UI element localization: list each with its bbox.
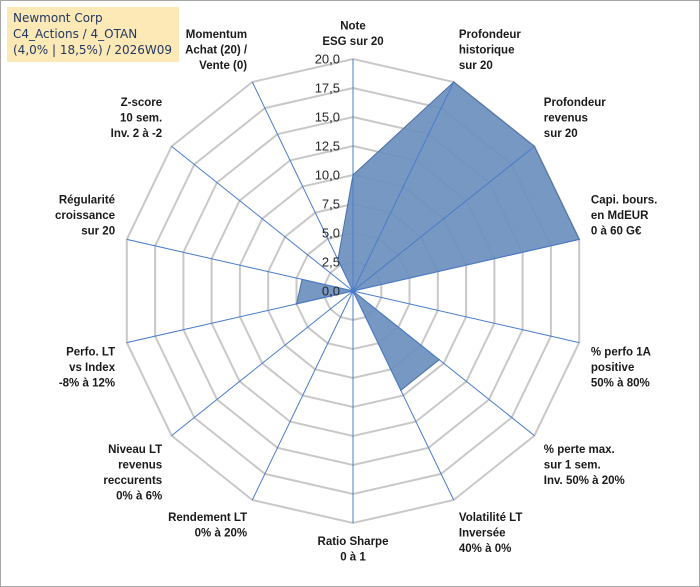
tick-label: 15,0 [315, 110, 340, 125]
axis-label-line: Capi. bours. [591, 195, 657, 207]
axis-label-line: Profondeur [544, 97, 606, 109]
axis-label-line: Achat (20) / [185, 45, 248, 57]
axis-label-line: sur 20 [81, 226, 115, 238]
axis-label-line: 0 à 1 [340, 552, 366, 564]
axis-labels: Note ESG sur 20 Profondeur historique sur 20… [55, 21, 657, 564]
axis-label: Profondeur revenus sur 20 [544, 97, 606, 140]
axis-spoke [352, 146, 535, 292]
tick-label: 7,5 [322, 197, 340, 212]
axis-label: Perfo. LT vs Index -8% à 12% [59, 346, 116, 389]
tick-label: 20,0 [315, 52, 340, 67]
axis-label: Niveau LT revenus reccurents 0% à 6% [103, 444, 162, 503]
axis-spoke [352, 81, 455, 292]
axis-label: Profondeur historique sur 20 [459, 29, 521, 72]
portfolio-name: C4_Actions / 4_OTAN [13, 27, 138, 41]
axis-label: % perte max. sur 1 sem. Inv. 50% à 20% [544, 444, 625, 487]
axis-label-line: -8% à 12% [59, 377, 115, 389]
axis-label-line: vs Index [69, 362, 116, 374]
axis-label-line: Rendement LT [168, 512, 247, 524]
axis-label-line: Profondeur [459, 29, 521, 41]
axis-label: % perfo 1A positive 50% à 80% [591, 346, 651, 389]
axis-label-line: revenus [544, 112, 588, 124]
axis-label-line: Inversée [459, 527, 506, 539]
axis-label: Volatilité LT Inversée 40% à 0% [459, 512, 522, 555]
axis-label-line: reccurents [103, 475, 162, 487]
axis-label-line: Note [340, 21, 366, 33]
axis-label-line: revenus [118, 460, 162, 472]
axis-label: Capi. bours. en MdEUR 0 à 60 G€ [591, 195, 657, 238]
axis-label-line: en MdEUR [591, 210, 649, 222]
axis-label-line: Momentum [186, 29, 247, 41]
axis-label-line: Volatilité LT [459, 512, 522, 524]
axis-label-line: Niveau LT [108, 444, 162, 456]
axis-label-line: ESG sur 20 [322, 36, 383, 48]
axis-label: Momentum Achat (20) / Vente (0) [185, 29, 248, 72]
spokes [126, 59, 580, 523]
tick-label: 0,0 [322, 284, 340, 299]
axis-spoke [171, 146, 354, 292]
axis-label: Ratio Sharpe 0 à 1 [318, 536, 389, 564]
axis-label-line: sur 20 [459, 60, 493, 72]
axis-label-line: % perfo 1A [591, 346, 651, 358]
axis-label-line: Vente (0) [199, 60, 247, 72]
axis-label-line: 10 sem. [120, 112, 162, 124]
axis-label: Note ESG sur 20 [322, 21, 383, 49]
axis-spoke [126, 290, 354, 344]
axis-label-line: 50% à 80% [591, 377, 650, 389]
tick-label: 2,5 [322, 255, 340, 270]
axis-label-line: positive [591, 362, 634, 374]
axis-label-line: sur 1 sem. [544, 460, 601, 472]
axis-label-line: % perte max. [544, 444, 615, 456]
axis-spoke [352, 238, 580, 292]
axis-spoke [126, 238, 354, 292]
tick-label: 17,5 [315, 81, 340, 96]
axis-label: Rendement LT 0% à 20% [168, 512, 247, 540]
axis-label-line: historique [459, 45, 515, 57]
axis-label-line: Inv. 50% à 20% [544, 475, 625, 487]
tick-label: 5,0 [322, 226, 340, 241]
axis-spoke [352, 290, 580, 344]
axis-spoke [352, 290, 455, 501]
tick-labels: 0,0 2,5 5,0 7,5 10,0 12,5 15,0 17,5 20,0 [315, 52, 340, 299]
axis-label-line: Z-score [121, 97, 163, 109]
axis-label-line: Régularité [59, 195, 115, 207]
axis-spoke [171, 290, 354, 436]
axis-label-line: 40% à 0% [459, 543, 511, 555]
axis-label: Z-score 10 sem. Inv. 2 à -2 [111, 97, 163, 140]
axis-label-line: sur 20 [544, 128, 578, 140]
axis-label-line: Ratio Sharpe [318, 536, 389, 548]
performance-stats: (4,0% | 18,5%) / 2026W09 [13, 43, 172, 57]
tick-label: 10,0 [315, 168, 340, 183]
company-name: Newmont Corp [13, 11, 103, 25]
tick-label: 12,5 [315, 139, 340, 154]
axis-spoke [251, 81, 354, 292]
axis-spoke [251, 290, 354, 501]
axis-spoke [352, 290, 535, 436]
axis-label-line: croissance [55, 210, 115, 222]
axis-label: Régularité croissance sur 20 [55, 195, 115, 238]
axis-label-line: Inv. 2 à -2 [111, 128, 163, 140]
axis-label-line: 0% à 6% [116, 491, 162, 503]
axis-label-line: Perfo. LT [66, 346, 115, 358]
chart-title-box: Newmont Corp C4_Actions / 4_OTAN (4,0% |… [7, 7, 179, 62]
axis-label-line: 0 à 60 G€ [591, 226, 642, 238]
axis-label-line: 0% à 20% [195, 527, 247, 539]
